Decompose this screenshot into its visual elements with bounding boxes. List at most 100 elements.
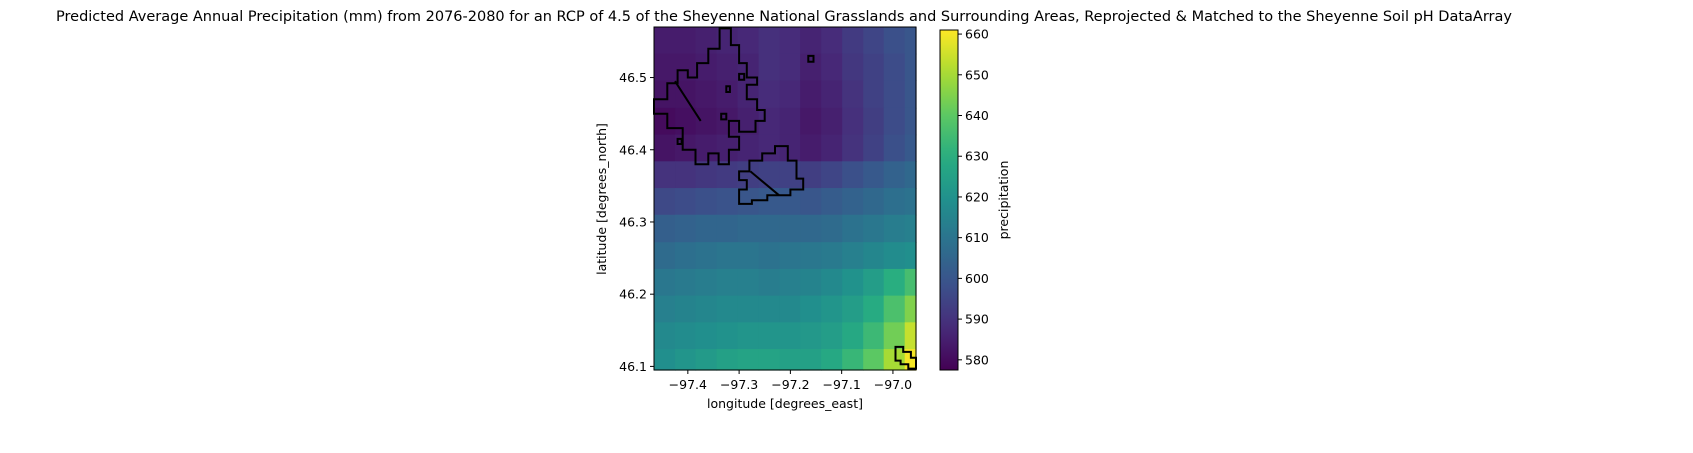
x-tick-label: −97.2 [771, 377, 809, 392]
heatmap-cell [779, 268, 801, 297]
heatmap-cell [842, 349, 864, 371]
heatmap-cell [883, 161, 906, 189]
x-tick-label: −97.4 [669, 377, 707, 392]
colorbar-gradient [939, 29, 959, 371]
heatmap-cell [675, 322, 697, 350]
heatmap-cell [779, 322, 801, 350]
heatmap-cell [716, 295, 739, 323]
heatmap-cell [695, 349, 718, 371]
y-tick-label: 46.4 [619, 142, 647, 157]
heatmap-cell [821, 107, 843, 136]
heatmap-cell [863, 242, 885, 270]
y-tick-label: 46.2 [619, 287, 647, 302]
boundary-polygon [738, 72, 746, 81]
heatmap-cell [842, 134, 864, 162]
heatmap-cell [675, 349, 697, 371]
heatmap-cell [842, 53, 864, 82]
heatmap-cell [883, 295, 906, 323]
heatmap-cell [695, 242, 718, 270]
heatmap-cell [716, 53, 739, 82]
heatmap-cell [695, 322, 718, 350]
heatmap-cell [675, 268, 697, 297]
heatmap-cell [863, 161, 885, 189]
heatmap-cell [716, 214, 739, 243]
heatmap-cell [758, 268, 781, 297]
x-axis: −97.4 −97.3 −97.2 −97.1 −97.0 [669, 370, 912, 392]
heatmap-cell [842, 295, 864, 323]
heatmap-cell [821, 188, 843, 216]
boundary-polygon [738, 145, 805, 205]
boundary-polygon [720, 112, 728, 121]
heatmap-cell [863, 107, 885, 136]
heatmap-cell [883, 27, 906, 55]
heatmap-cell [779, 161, 801, 189]
colorbar-tick-label: 640 [965, 108, 989, 123]
heatmap-cell [883, 322, 906, 350]
heatmap-cell [800, 268, 822, 297]
heatmap-cell [883, 53, 906, 82]
heatmap-cell [758, 27, 781, 55]
heatmap-cell [654, 322, 676, 350]
colorbar-tick-label: 590 [965, 312, 989, 327]
boundary-polygon [725, 85, 731, 93]
heatmap-cell [654, 188, 676, 216]
heatmap-cell [654, 161, 676, 189]
heatmap-cell [800, 53, 822, 82]
heatmap-cell [821, 53, 843, 82]
heatmap-cell [716, 80, 739, 109]
heatmap-cell [904, 27, 917, 55]
heatmap-cell [675, 107, 697, 136]
heatmap-cell [842, 188, 864, 216]
heatmap-cell [842, 268, 864, 297]
heatmap-cell [716, 322, 739, 350]
heatmap-cell [695, 268, 718, 297]
heatmap-cell [904, 214, 917, 243]
heatmap-cell [904, 161, 917, 189]
boundary-polygon [807, 54, 815, 63]
heatmap-cell [758, 214, 781, 243]
heatmap-cell [863, 214, 885, 243]
heatmap-cell [821, 80, 843, 109]
heatmap-cell [654, 134, 676, 162]
heatmap-cell [842, 214, 864, 243]
heatmap-cell [737, 295, 760, 323]
heatmap-cell [800, 107, 822, 136]
heatmap-cell [883, 188, 906, 216]
heatmap-cell [737, 268, 760, 297]
heatmap-cell [779, 214, 801, 243]
heatmap-cell [695, 134, 718, 162]
heatmap-cell [821, 295, 843, 323]
heatmap-cell [737, 27, 760, 55]
heatmap-cell [800, 349, 822, 371]
heatmap-cell [654, 27, 676, 55]
heatmap-cell [695, 214, 718, 243]
heatmap-cell [695, 107, 718, 136]
heatmap-cell [737, 107, 760, 136]
heatmap-cell [883, 214, 906, 243]
heatmap-cell [758, 134, 781, 162]
heatmap-cell [654, 349, 676, 371]
plot-frame [653, 26, 917, 371]
heatmap-cell [800, 214, 822, 243]
heatmap-cell [695, 161, 718, 189]
boundary-line [674, 80, 702, 122]
heatmap-cell [654, 295, 676, 323]
heatmap-cell [695, 188, 718, 216]
heatmap-cell [779, 349, 801, 371]
heatmap-cell [883, 134, 906, 162]
heatmap-cell [716, 134, 739, 162]
heatmap-cell [883, 268, 906, 297]
heatmap-cell [675, 242, 697, 270]
heatmap-cell [675, 53, 697, 82]
heatmap-cell [758, 242, 781, 270]
heatmap-cell [800, 27, 822, 55]
colorbar-tick-label: 600 [965, 271, 989, 286]
heatmap-cell [821, 242, 843, 270]
heatmap-cell [758, 80, 781, 109]
heatmap-cell [800, 80, 822, 109]
map-plot-area [653, 26, 917, 371]
heatmap-cell [821, 161, 843, 189]
heatmap-cell [821, 322, 843, 350]
heatmap-cell [716, 188, 739, 216]
